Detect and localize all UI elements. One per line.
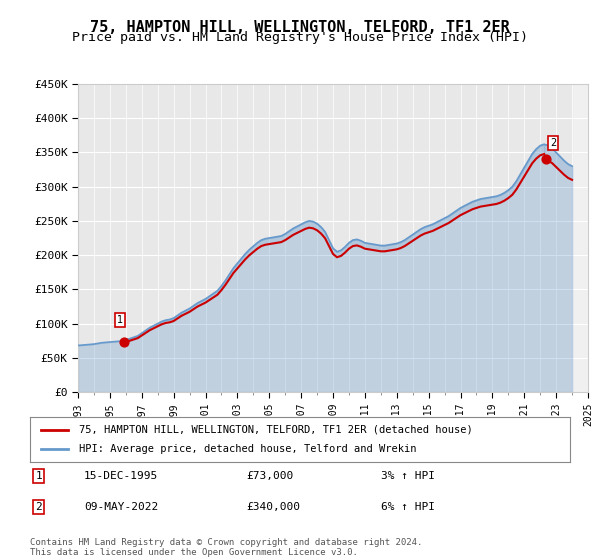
Text: Price paid vs. HM Land Registry's House Price Index (HPI): Price paid vs. HM Land Registry's House … [72, 31, 528, 44]
Text: £73,000: £73,000 [246, 471, 293, 481]
Text: 3% ↑ HPI: 3% ↑ HPI [381, 471, 435, 481]
Text: 2: 2 [35, 502, 42, 512]
Text: 75, HAMPTON HILL, WELLINGTON, TELFORD, TF1 2ER: 75, HAMPTON HILL, WELLINGTON, TELFORD, T… [90, 20, 510, 35]
Text: 75, HAMPTON HILL, WELLINGTON, TELFORD, TF1 2ER (detached house): 75, HAMPTON HILL, WELLINGTON, TELFORD, T… [79, 424, 472, 435]
Text: Contains HM Land Registry data © Crown copyright and database right 2024.
This d: Contains HM Land Registry data © Crown c… [30, 538, 422, 557]
Text: 2: 2 [550, 138, 557, 148]
Text: 09-MAY-2022: 09-MAY-2022 [84, 502, 158, 512]
Text: 1: 1 [116, 315, 122, 325]
Text: 1: 1 [35, 471, 42, 481]
Text: HPI: Average price, detached house, Telford and Wrekin: HPI: Average price, detached house, Telf… [79, 445, 416, 455]
Text: 6% ↑ HPI: 6% ↑ HPI [381, 502, 435, 512]
Point [541, 155, 550, 164]
Point [119, 338, 129, 347]
Text: £340,000: £340,000 [246, 502, 300, 512]
Text: 15-DEC-1995: 15-DEC-1995 [84, 471, 158, 481]
